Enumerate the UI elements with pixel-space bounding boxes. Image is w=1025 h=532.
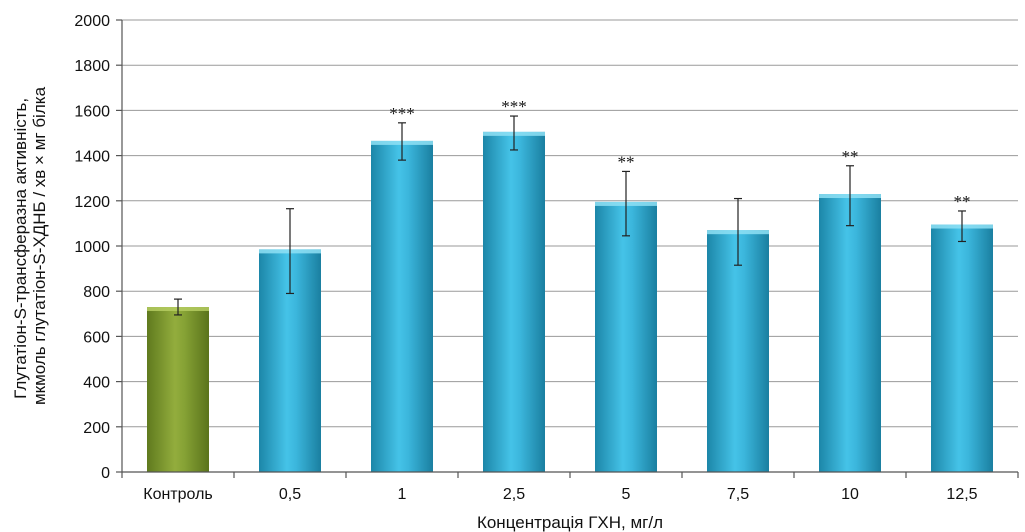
y-axis-title: Глутатіон-S-трансферазна активність, мкм… [11,86,49,405]
y-tick-label: 2000 [74,13,110,30]
x-tick-label: Контроль [143,486,213,503]
significance-label: *** [501,97,527,116]
gridlines [122,19,1018,428]
axes [116,19,1019,478]
bar [931,224,993,472]
y-axis-title-line2: мкмоль глутатіон-S-ХДНБ / хв × мг білка [30,86,49,405]
significance-label: ** [954,192,971,211]
significance-label: ** [842,147,859,166]
x-tick-labels: Контроль 0,5 1 2,5 5 7,5 10 12,5 [143,486,977,503]
y-tick-label: 1200 [74,194,110,211]
bar [483,131,545,472]
x-tick-label: 2,5 [503,486,525,503]
y-tick-label: 200 [83,420,110,437]
significance-label: *** [389,104,415,123]
x-tick-label: 10 [841,486,859,503]
y-tick-label: 600 [83,329,110,346]
bar [147,307,209,472]
significance-label: ** [618,152,635,171]
y-tick-label: 400 [83,375,110,392]
significance-markers: *** ***** **** [389,97,970,211]
x-tick-label: 7,5 [727,486,749,503]
x-tick-label: 1 [398,486,407,503]
bar [707,230,769,472]
error-bars [174,115,966,316]
x-tick-label: 0,5 [279,486,301,503]
y-tick-label: 1400 [74,149,110,166]
y-tick-label: 1600 [74,103,110,120]
x-tick-label: 5 [622,486,631,503]
y-tick-label: 1000 [74,239,110,256]
y-tick-label: 800 [83,284,110,301]
bars [147,131,993,472]
x-tick-label: 12,5 [946,486,977,503]
x-axis-title: Концентрація ГХН, мг/л [477,513,663,532]
bar [595,201,657,472]
y-tick-label: 0 [101,465,110,482]
bar [371,140,433,472]
y-axis-title-line1: Глутатіон-S-трансферазна активність, [11,98,30,399]
bar [819,194,881,472]
y-tick-label: 1800 [74,58,110,75]
y-tick-labels: 0 200 400 600 800 1000 1200 1400 1600 1800 2000 [74,13,110,482]
